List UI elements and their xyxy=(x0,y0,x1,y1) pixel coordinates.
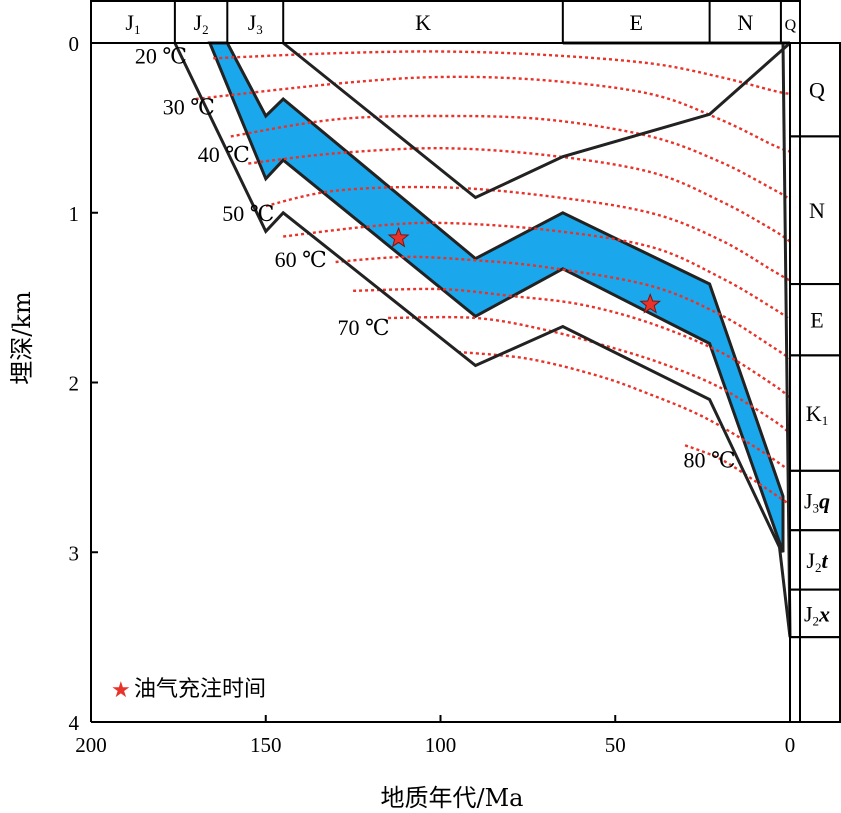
y-axis-label: 埋深/km xyxy=(8,291,36,385)
strata-label: K1 xyxy=(806,401,828,428)
burial-curve xyxy=(781,42,792,638)
isotherm-label: 60 ℃ xyxy=(275,247,327,272)
strata-label: N xyxy=(809,198,825,223)
strata-label: J2x xyxy=(804,601,830,628)
x-tick-label: 200 xyxy=(75,733,107,757)
period-label: E xyxy=(629,10,642,35)
period-label: K xyxy=(415,10,431,35)
strata-label: E xyxy=(810,308,823,333)
isotherm-label: 30 ℃ xyxy=(163,94,215,119)
strata-unit xyxy=(789,636,841,723)
strata-label: Q xyxy=(809,78,825,103)
isotherm-line xyxy=(353,287,791,399)
period-label: J3 xyxy=(248,10,263,37)
y-tick-label: 3 xyxy=(69,541,80,565)
legend-star-icon: ★ xyxy=(111,678,131,703)
strata-column: Q N E K1 J3q J2t J2x xyxy=(789,1,841,723)
y-tick-label: 2 xyxy=(69,372,80,396)
x-tick-label: 0 xyxy=(785,733,796,757)
isotherm-line xyxy=(283,221,791,321)
isotherm-label: 80 ℃ xyxy=(684,447,736,472)
isotherm-line xyxy=(265,185,791,282)
strata-label: J3q xyxy=(804,488,830,515)
x-tick-label: 50 xyxy=(605,733,626,757)
charging-star xyxy=(387,226,410,248)
isotherm-layer xyxy=(195,50,791,506)
burial-curve xyxy=(282,41,791,200)
isotherm-label-layer: 20 ℃ 30 ℃ 40 ℃ 50 ℃60 ℃ 70 ℃ 80 ℃ xyxy=(135,43,736,472)
period-label: J1 xyxy=(125,10,140,37)
isotherm-line xyxy=(684,444,791,506)
charging-event-layer xyxy=(387,226,662,314)
y-tick-label: 0 xyxy=(69,32,80,56)
isotherm-line xyxy=(213,50,791,96)
x-axis-label: 地质年代/Ma xyxy=(381,784,524,812)
strata-label: J2t xyxy=(806,548,828,575)
isotherm-label: 20 ℃ xyxy=(135,43,187,68)
isotherm-line xyxy=(248,146,791,243)
isotherm-label: 70 ℃ xyxy=(338,315,390,340)
legend: ★ 油气充注时间 xyxy=(111,677,266,703)
x-tick-label: 100 xyxy=(425,733,457,757)
reservoir-band xyxy=(207,41,785,553)
isotherm-line xyxy=(335,255,791,360)
charging-star xyxy=(639,292,662,314)
isotherm-line xyxy=(230,114,791,201)
isotherm-line xyxy=(388,315,791,435)
burial-curve xyxy=(173,42,792,638)
period-label: Q xyxy=(785,17,797,34)
period-label: J2 xyxy=(194,10,209,37)
reservoir-band-layer xyxy=(207,41,785,553)
legend-label: 油气充注时间 xyxy=(134,677,266,702)
period-header: J1 J2 J3 K E N Q xyxy=(90,0,801,44)
y-tick-label: 1 xyxy=(69,202,80,226)
x-tick-label: 150 xyxy=(250,733,282,757)
isotherm-label: 50 ℃ xyxy=(222,201,274,226)
axis-ticks: 200 150 100 50 0 0 1 2 3 4 xyxy=(69,32,796,757)
period-label: N xyxy=(737,10,753,35)
y-tick-label: 4 xyxy=(69,711,80,735)
isotherm-label: 40 ℃ xyxy=(198,142,250,167)
